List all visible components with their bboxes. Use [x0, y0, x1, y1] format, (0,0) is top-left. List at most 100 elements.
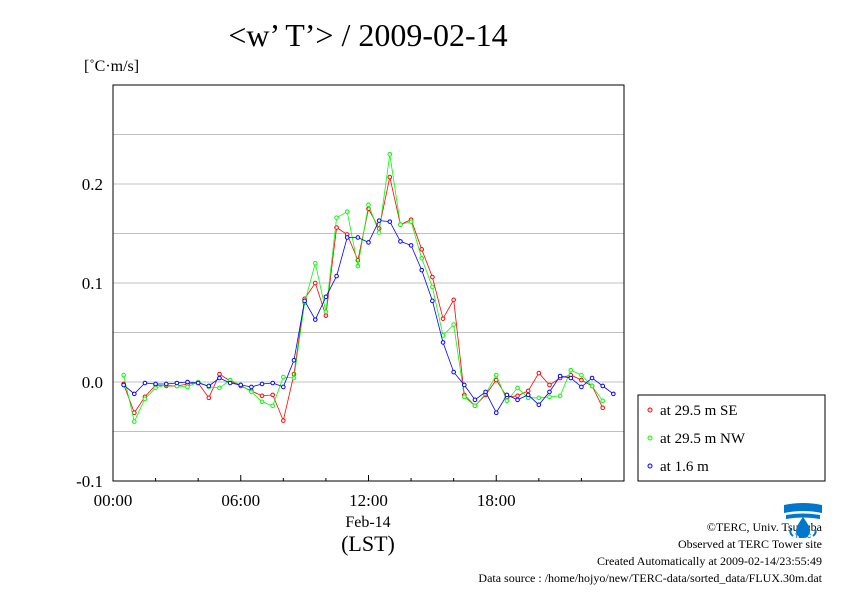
- data-point: [281, 418, 286, 423]
- data-point: [355, 263, 361, 269]
- data-point: [185, 379, 190, 385]
- data-source-text: Data source : /home/hojyo/new/TERC-data/…: [478, 571, 822, 585]
- y-axis: -0.1 0.0 0.1 0.2: [76, 175, 103, 491]
- data-point: [302, 298, 307, 304]
- data-point: [334, 273, 339, 279]
- y-tick-label: 0.0: [82, 373, 103, 392]
- data-point: [515, 397, 520, 403]
- data-point: [462, 382, 467, 388]
- data-point: [355, 235, 361, 240]
- data-point: [259, 399, 265, 405]
- data-point: [440, 316, 446, 321]
- data-point: [493, 372, 499, 378]
- data-point: [536, 395, 542, 401]
- y-axis-unit-label: [˚C·m/s]: [84, 58, 139, 75]
- data-point: [291, 357, 297, 363]
- data-point: [451, 322, 456, 327]
- series-group: [121, 152, 616, 424]
- data-point: [323, 313, 329, 318]
- data-point: [344, 235, 350, 240]
- data-point: [419, 255, 425, 261]
- data-point: [515, 393, 520, 399]
- legend-label: at 29.5 m SE: [660, 403, 738, 419]
- data-point: [195, 380, 201, 386]
- data-point: [430, 284, 435, 290]
- data-point: [398, 222, 403, 227]
- data-point: [312, 317, 318, 322]
- data-point: [408, 243, 414, 248]
- data-point: [366, 202, 371, 208]
- data-point: [430, 274, 435, 280]
- y-tick-label: 0.2: [82, 175, 103, 194]
- data-point: [153, 385, 158, 391]
- data-point: [270, 403, 275, 409]
- data-point: [185, 384, 190, 390]
- data-point: [568, 367, 574, 373]
- data-point: [557, 393, 563, 399]
- data-point: [547, 394, 552, 400]
- data-point: [398, 239, 403, 244]
- data-point: [451, 369, 456, 375]
- data-point: [249, 384, 254, 390]
- data-point: [589, 375, 595, 381]
- data-point: [291, 375, 297, 381]
- data-point: [387, 219, 393, 224]
- data-point: [163, 381, 169, 387]
- data-point: [600, 398, 606, 404]
- data-point: [259, 381, 265, 387]
- data-point: [451, 297, 456, 303]
- data-point: [568, 375, 574, 381]
- data-point: [600, 383, 606, 389]
- x-tick-label: 06:00: [221, 491, 260, 510]
- data-point: [121, 372, 126, 378]
- data-point: [515, 385, 520, 391]
- data-point: [249, 389, 254, 395]
- terc-logo: TERC: [784, 503, 822, 539]
- data-point: [579, 384, 584, 390]
- data-point: [472, 397, 478, 403]
- data-point: [536, 370, 542, 376]
- data-point: [504, 392, 510, 398]
- data-point: [259, 393, 265, 399]
- data-point: [131, 391, 137, 397]
- legend-label: at 29.5 m NW: [660, 431, 746, 447]
- data-point: [536, 402, 542, 408]
- data-point: [142, 380, 148, 386]
- data-point: [131, 419, 137, 424]
- data-point: [387, 174, 393, 180]
- copyright-text: ©TERC, Univ. Tsukuba: [706, 520, 822, 534]
- data-point: [206, 383, 212, 389]
- data-point: [462, 394, 467, 400]
- data-point: [217, 375, 222, 381]
- data-point: [323, 309, 329, 315]
- data-point: [366, 240, 371, 245]
- data-point: [376, 218, 382, 223]
- data-point: [217, 385, 222, 391]
- x-axis: 00:00 06:00 12:00 18:00: [94, 475, 582, 510]
- series-3: [121, 218, 616, 415]
- legend-marker: [647, 435, 653, 441]
- site-text: Observed at TERC Tower site: [677, 537, 822, 551]
- x-axis-date-label: Feb-14: [345, 514, 390, 531]
- data-point: [227, 380, 233, 386]
- legend-label: at 1.6 m: [660, 459, 709, 475]
- data-point: [579, 372, 584, 378]
- created-text: Created Automatically at 2009-02-14/23:5…: [597, 554, 822, 568]
- data-point: [270, 380, 275, 386]
- x-tick-label: 18:00: [477, 491, 516, 510]
- data-point: [387, 152, 393, 157]
- chart-title: <w’ T’> / 2009-02-14: [228, 17, 507, 53]
- data-point: [312, 280, 318, 286]
- data-point: [323, 294, 329, 300]
- legend-marker: [647, 407, 653, 413]
- legend: at 29.5 m SE at 29.5 m NW at 1.6 m: [637, 394, 826, 482]
- data-point: [142, 396, 148, 402]
- data-point: [430, 298, 435, 304]
- data-point: [504, 398, 510, 404]
- data-point: [281, 384, 286, 390]
- data-point: [493, 410, 499, 415]
- data-point: [174, 380, 180, 386]
- y-tick-label: -0.1: [76, 472, 103, 491]
- data-point: [376, 230, 382, 235]
